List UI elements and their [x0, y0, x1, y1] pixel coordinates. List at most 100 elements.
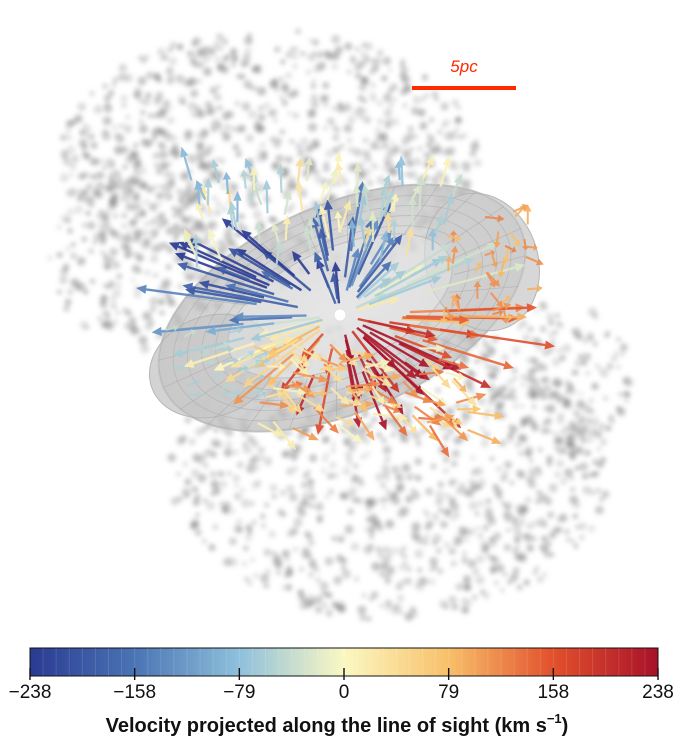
velocity-arrow-head	[331, 261, 341, 272]
cloud-dot	[192, 36, 202, 46]
velocity-arrow	[183, 233, 198, 257]
cloud-dot	[173, 235, 179, 240]
cloud-dot	[285, 92, 291, 97]
velocity-arrow	[374, 255, 449, 298]
cloud-dot	[130, 277, 136, 283]
cloud-dot	[590, 424, 597, 430]
cloud-dot	[451, 99, 459, 106]
cloud-dot	[394, 547, 399, 553]
cloud-dot	[131, 219, 137, 225]
cloud-dot	[147, 113, 153, 119]
cloud-dot	[570, 538, 575, 544]
velocity-arrow-shaft	[282, 396, 294, 408]
cloud-dot	[477, 533, 484, 539]
velocity-arrow-head	[311, 217, 321, 229]
cloud-dot	[598, 423, 606, 431]
velocity-arrow-shaft	[374, 259, 441, 298]
cloud-dot	[331, 535, 338, 542]
cloud-dot	[82, 188, 90, 196]
cloud-dot	[79, 129, 85, 136]
velocity-arrow	[369, 372, 403, 381]
cloud-dot	[116, 177, 122, 183]
velocity-arrow-shaft	[347, 385, 363, 406]
velocity-arrow-head	[440, 378, 451, 389]
velocity-arrow	[357, 296, 400, 312]
velocity-arrow-shaft	[343, 225, 353, 278]
cloud-dot	[124, 250, 133, 259]
cloud-dot	[190, 468, 200, 478]
cloud-dot	[579, 534, 585, 541]
colorbar-ticks: −238 −158 −79 0 79 158 238	[9, 668, 674, 703]
cloud-dot	[319, 581, 329, 591]
velocity-arrow-head	[151, 326, 162, 336]
velocity-arrow-head	[249, 167, 258, 176]
velocity-arrow-head	[292, 403, 302, 415]
cloud-dot	[100, 158, 106, 164]
cloud-dot	[485, 408, 491, 415]
cloud-dot	[100, 239, 106, 245]
cloud-dot	[112, 261, 121, 270]
velocity-arrow-shaft	[234, 286, 289, 303]
cloud-dot	[349, 491, 356, 498]
cloud-dot	[409, 147, 414, 152]
cloud-dot	[125, 245, 132, 252]
velocity-arrow-shaft	[186, 265, 275, 296]
cloud-dot	[280, 59, 286, 65]
cloud-dot	[385, 519, 395, 529]
velocity-arrow	[509, 231, 520, 247]
cloud-dot	[384, 488, 391, 495]
cloud-dot	[277, 508, 285, 517]
cloud-dot	[500, 384, 508, 392]
cloud-dot	[570, 455, 576, 461]
cloud-dot	[94, 181, 105, 191]
cloud-dot	[212, 524, 219, 530]
cloud-dot	[402, 561, 409, 567]
cloud-dot	[371, 562, 381, 571]
cloud-dot	[229, 125, 236, 132]
cloud-dot	[536, 575, 545, 584]
velocity-arrow-head	[255, 362, 262, 369]
velocity-arrow	[439, 328, 555, 350]
velocity-arrow	[247, 362, 262, 371]
cloud-dot	[431, 91, 439, 99]
cloud-dot	[251, 85, 258, 92]
cloud-dot	[197, 61, 204, 69]
cloud-dot	[416, 576, 426, 586]
cloud-dot	[90, 141, 98, 150]
cloud-dot	[333, 126, 341, 134]
cloud-dot	[401, 463, 411, 473]
velocity-arrow-shaft	[362, 367, 385, 383]
velocity-arrow-head	[353, 161, 362, 172]
velocity-arrow	[237, 364, 249, 372]
cloud-dot	[281, 585, 287, 591]
cloud-dot	[211, 126, 217, 133]
velocity-arrow-shaft	[369, 331, 422, 364]
cloud-dot	[87, 133, 95, 141]
velocity-arrow-head	[497, 271, 506, 279]
velocity-arrow-head	[190, 329, 197, 336]
velocity-arrow-head	[262, 179, 271, 190]
velocity-arrow-head	[510, 246, 517, 253]
velocity-arrow-head	[224, 373, 236, 382]
cloud-dot	[82, 171, 90, 179]
cloud-dot	[186, 80, 192, 86]
cloud-dot	[284, 572, 290, 579]
velocity-arrow	[337, 396, 363, 407]
velocity-arrow-head	[180, 146, 189, 158]
cloud-dot	[311, 78, 317, 84]
velocity-arrow-shaft	[276, 325, 320, 351]
cloud-dot	[324, 556, 334, 566]
cloud-dot	[375, 472, 385, 482]
mesh-spoke	[448, 286, 519, 293]
cloud-dot	[103, 94, 112, 102]
cloud-dot	[396, 509, 406, 518]
velocity-arrow-shaft	[309, 225, 315, 242]
velocity-arrow-head	[416, 175, 426, 186]
cloud-dot	[121, 223, 127, 229]
cloud-dot	[543, 377, 549, 382]
cloud-dot	[120, 102, 128, 109]
cloud-dot	[462, 575, 472, 584]
cloud-dot	[464, 537, 469, 543]
velocity-arrow-shaft	[382, 248, 444, 289]
cloud-dot	[190, 111, 198, 118]
